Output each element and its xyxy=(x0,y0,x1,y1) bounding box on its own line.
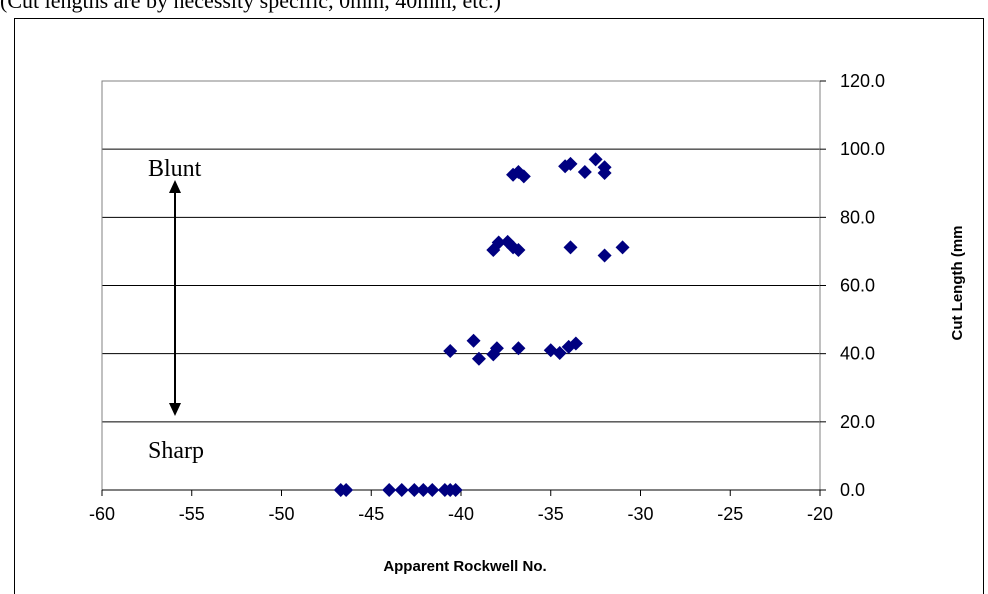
data-point xyxy=(443,343,458,358)
x-tick-label: -35 xyxy=(538,504,564,524)
data-point xyxy=(448,483,463,497)
data-point xyxy=(597,248,612,263)
data-point xyxy=(491,235,506,250)
y-tick-label: 0.0 xyxy=(840,480,865,500)
data-point xyxy=(471,351,486,366)
data-point xyxy=(489,341,504,356)
x-tick-label: -45 xyxy=(358,504,384,524)
data-point xyxy=(563,240,578,255)
data-point xyxy=(511,341,526,356)
data-point xyxy=(552,345,567,360)
gridlines xyxy=(102,148,820,423)
y-tick-label: 20.0 xyxy=(840,412,875,432)
y-tick-label: 120.0 xyxy=(840,71,885,91)
sharp-label: Sharp xyxy=(148,438,204,464)
annotations: Blunt Sharp xyxy=(148,156,204,464)
x-axis: -60 -55 -50 -45 -40 -35 -30 -25 -20 xyxy=(89,489,833,524)
data-point xyxy=(339,483,354,497)
x-tick-label: -60 xyxy=(89,504,115,524)
data-point xyxy=(394,483,409,497)
data-point xyxy=(382,483,397,497)
data-point xyxy=(407,483,422,497)
x-tick-label: -30 xyxy=(627,504,653,524)
data-point xyxy=(577,165,592,180)
data-point xyxy=(516,169,531,184)
y-tick-label: 80.0 xyxy=(840,207,875,227)
data-point xyxy=(588,152,603,167)
data-point xyxy=(563,156,578,171)
y-tick-label: 40.0 xyxy=(840,344,875,364)
y-tick-label: 100.0 xyxy=(840,139,885,159)
data-point xyxy=(416,483,431,497)
x-tick-label: -40 xyxy=(448,504,474,524)
x-axis-label: Apparent Rockwell No. xyxy=(383,558,546,575)
arrow-head-down xyxy=(169,403,181,416)
x-tick-label: -20 xyxy=(807,504,833,524)
x-tick-label: -55 xyxy=(179,504,205,524)
arrow-head-up xyxy=(169,180,181,193)
data-point xyxy=(466,333,481,348)
data-point xyxy=(615,240,630,255)
data-point xyxy=(425,483,440,497)
data-point xyxy=(597,166,612,181)
x-tick-label: -50 xyxy=(268,504,294,524)
blunt-label: Blunt xyxy=(148,156,202,182)
chart-frame xyxy=(14,18,984,594)
data-points xyxy=(333,152,630,497)
y-tick-label: 60.0 xyxy=(840,276,875,296)
x-tick-label: -25 xyxy=(717,504,743,524)
figure-caption: (Cut lengths are by necessity specific, … xyxy=(0,0,501,13)
data-point xyxy=(568,336,583,351)
data-point xyxy=(511,243,526,258)
y-axis: 0.0 20.0 40.0 60.0 80.0 100.0 120.0 xyxy=(820,71,885,500)
y-axis-label: Cut Length (mm xyxy=(949,226,966,341)
